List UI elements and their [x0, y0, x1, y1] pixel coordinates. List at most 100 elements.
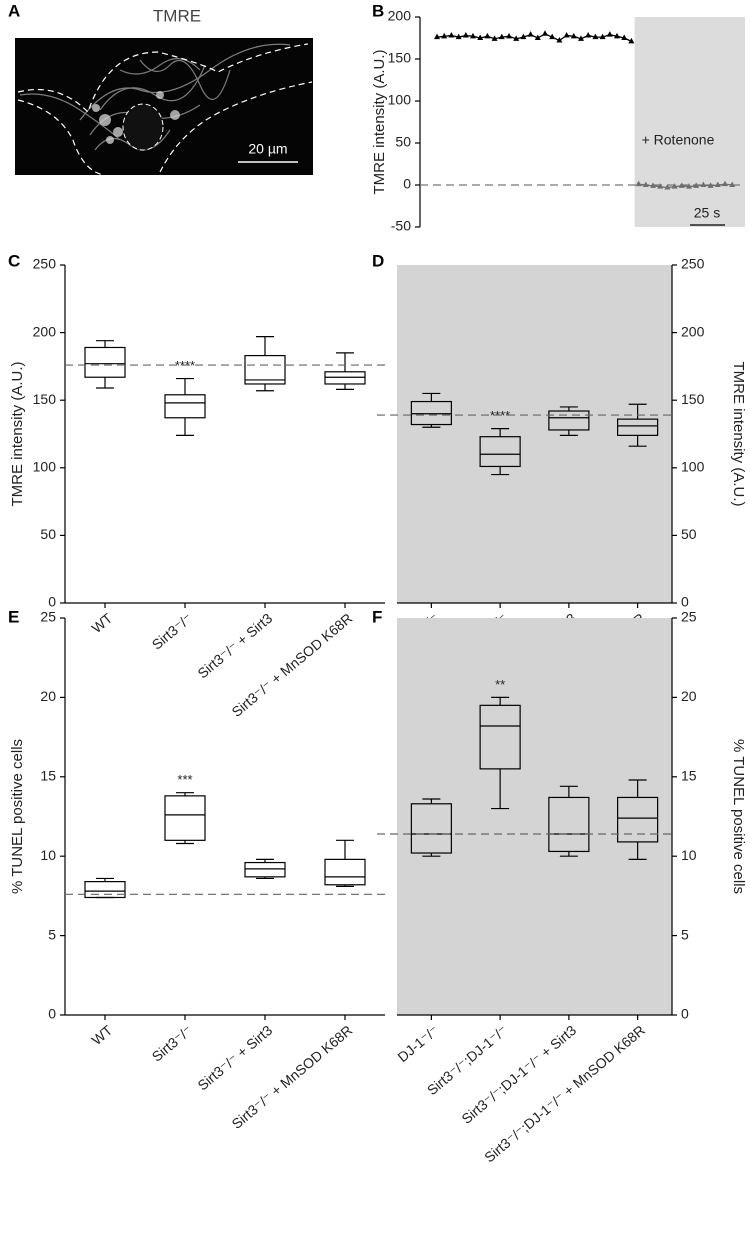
marker [642, 181, 649, 187]
y-tick-label: 0 [48, 1006, 56, 1022]
box [617, 418, 659, 436]
x-tick-label: Sirt3⁻/⁻ [149, 1022, 196, 1065]
panel-background [397, 618, 672, 1015]
annotation: + Rotenone [642, 132, 715, 148]
marker [470, 32, 476, 39]
time-scale-label: 25 s [694, 205, 720, 221]
y-tick-label: 50 [681, 526, 697, 542]
y-tick-label: 0 [681, 594, 689, 610]
marker [614, 32, 620, 39]
marker [707, 182, 714, 188]
marker [462, 31, 469, 38]
y-tick-label: 50 [395, 134, 411, 150]
y-axis-label: % TUNEL positive cells [9, 739, 26, 894]
panel-label: B [372, 1, 384, 20]
x-tick-label: Sirt3⁻/⁻ + Sirt3 [194, 1022, 275, 1094]
x-tick-label: Sirt3⁻/⁻ [149, 610, 196, 653]
y-tick-label: 0 [403, 176, 411, 192]
y-tick-label: 20 [40, 688, 56, 704]
marker [520, 33, 527, 40]
marker [527, 31, 534, 37]
marker [700, 181, 707, 187]
marker [585, 31, 592, 38]
y-tick-label: 200 [33, 323, 57, 339]
scale-bar-label: 20 µm [248, 141, 287, 157]
marker [671, 183, 678, 189]
y-tick-label: 20 [681, 688, 697, 704]
box [244, 861, 286, 878]
panel-label: F [372, 607, 382, 626]
marker [686, 183, 692, 189]
x-tick-label: DJ-1⁻/⁻ [394, 1022, 441, 1065]
marker [570, 32, 577, 39]
y-tick-label: 15 [40, 768, 56, 784]
box [479, 436, 521, 468]
marker [484, 32, 491, 39]
y-tick-label: 250 [681, 256, 705, 272]
marker [556, 37, 563, 43]
y-tick-label: 25 [40, 609, 56, 625]
treatment-shade [634, 17, 745, 227]
y-tick-label: 0 [681, 1006, 689, 1022]
x-tick-label: WT [88, 610, 115, 637]
marker [693, 182, 700, 188]
panel-background [397, 265, 672, 603]
y-axis-label: % TUNEL positive cells [730, 739, 747, 894]
significance: ** [495, 677, 505, 692]
y-tick-label: 150 [388, 50, 412, 66]
marker [621, 34, 628, 40]
box [324, 858, 366, 886]
marker [729, 181, 736, 187]
cell-outline [17, 43, 313, 176]
y-tick-label: 10 [40, 847, 56, 863]
image-background [15, 38, 313, 175]
micrograph: 20 µm TMRE [15, 6, 313, 176]
box [324, 371, 366, 385]
y-tick-label: 50 [40, 526, 56, 542]
marker [628, 37, 635, 44]
nucleus-outline [122, 103, 164, 151]
x-tick-label: WT [88, 1022, 115, 1049]
box [164, 795, 206, 841]
box [548, 410, 590, 431]
box [84, 881, 126, 899]
marker [434, 33, 440, 40]
y-tick-label: 10 [681, 847, 697, 863]
significance: *** [177, 772, 192, 787]
y-tick-label: 150 [33, 391, 57, 407]
marker [477, 34, 484, 40]
bright-spots [92, 91, 180, 144]
y-tick-label: -50 [391, 218, 411, 234]
y-tick-label: 15 [681, 768, 697, 784]
marker [714, 181, 721, 187]
y-tick-label: 100 [388, 92, 412, 108]
y-axis-label: TMRE intensity (A.U.) [371, 49, 388, 194]
marker [563, 31, 570, 38]
box [410, 400, 452, 426]
y-tick-label: 250 [33, 256, 57, 272]
marker [678, 182, 685, 188]
box [617, 796, 659, 843]
x-tick-label: Sirt3⁻/⁻ + Sirt3 [194, 610, 275, 682]
marker [549, 33, 556, 40]
marker [542, 30, 548, 36]
panel-label: D [372, 251, 384, 270]
box [84, 346, 126, 378]
marker [606, 31, 613, 37]
y-tick-label: 100 [681, 459, 705, 475]
box [410, 803, 452, 854]
marker [448, 31, 455, 38]
panel-label: A [8, 1, 20, 20]
marker [506, 32, 512, 39]
marker [455, 33, 462, 40]
y-tick-label: 100 [33, 459, 57, 475]
y-tick-label: 5 [48, 926, 56, 942]
panel-label: C [8, 251, 20, 270]
image-title: TMRE [153, 6, 201, 25]
marker [534, 34, 541, 40]
y-axis-label: TMRE intensity (A.U.) [9, 361, 26, 506]
marker [635, 180, 642, 187]
marker [578, 35, 584, 41]
